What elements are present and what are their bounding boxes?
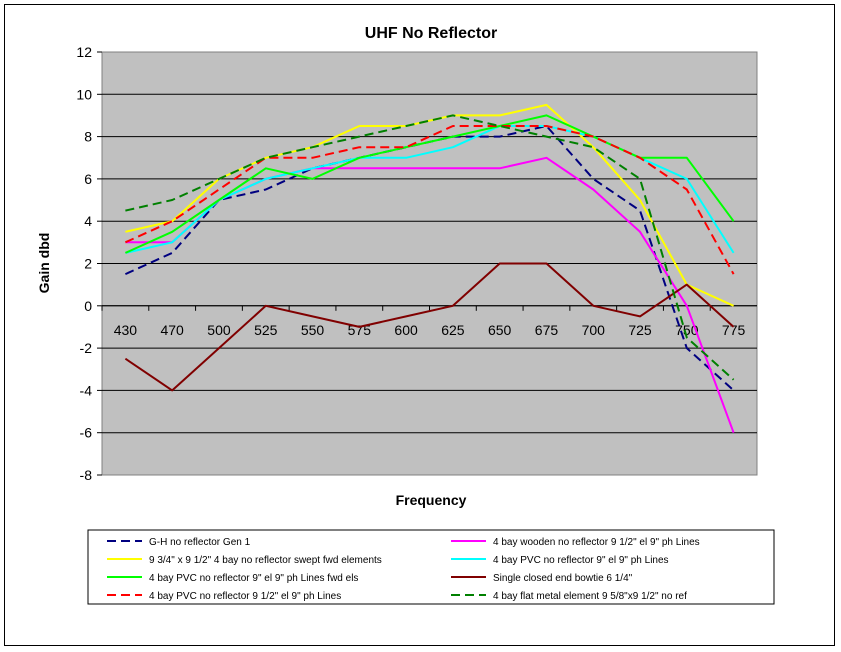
y-tick-label: 8 [84, 129, 92, 145]
x-tick-label: 725 [628, 322, 652, 338]
x-tick-label: 600 [394, 322, 418, 338]
x-tick-label: 650 [488, 322, 512, 338]
y-tick-label: -4 [80, 382, 93, 398]
y-tick-label: 4 [84, 213, 92, 229]
x-tick-label: 470 [160, 322, 184, 338]
x-tick-label: 500 [207, 322, 231, 338]
y-axis-label: Gain dbd [36, 233, 52, 294]
y-tick-label: -2 [80, 340, 93, 356]
legend-label-4: 4 bay PVC no reflector 9" el 9" ph Lines [493, 555, 669, 566]
series-line-7 [124, 125, 735, 275]
y-tick-label: 6 [84, 171, 92, 187]
y-tick-label: -8 [80, 467, 93, 483]
legend-label-3: 9 3/4" x 9 1/2" 4 bay no reflector swept… [149, 555, 382, 566]
x-tick-label: 625 [441, 322, 465, 338]
y-axis-ticks: -8 -6 -4 -2 0 2 4 6 8 10 12 [76, 44, 102, 483]
series-lines [124, 103, 735, 434]
x-tick-label: 675 [535, 322, 559, 338]
y-tick-label: 2 [84, 256, 92, 272]
x-tick-label: 700 [582, 322, 606, 338]
legend-label-6: Single closed end bowtie 6 1/4" [493, 573, 633, 584]
legend-label-1: G-H no reflector Gen 1 [149, 537, 251, 548]
series-line-6 [124, 262, 735, 392]
x-tick-label: 550 [301, 322, 325, 338]
y-tick-label: 0 [84, 298, 92, 314]
legend-label-7: 4 bay PVC no reflector 9 1/2" el 9" ph L… [149, 591, 341, 602]
legend-label-2: 4 bay wooden no reflector 9 1/2" el 9" p… [493, 537, 700, 548]
y-tick-label: 10 [76, 86, 92, 102]
legend-label-8: 4 bay flat metal element 9 5/8"x9 1/2" n… [493, 591, 687, 602]
x-tick-label: 775 [722, 322, 746, 338]
y-tick-label: 12 [76, 44, 92, 60]
legend-label-5: 4 bay PVC no reflector 9" el 9" ph Lines… [149, 573, 358, 584]
x-tick-label: 430 [114, 322, 138, 338]
series-line-8 [125, 114, 735, 381]
x-tick-label: 525 [254, 322, 278, 338]
x-axis-label: Frequency [396, 492, 467, 508]
chart-title: UHF No Reflector [365, 25, 497, 42]
legend-box [87, 529, 775, 605]
series-line-5 [124, 114, 735, 254]
series-line-3 [125, 103, 735, 307]
legend: G-H no reflector Gen 1 4 bay wooden no re… [107, 537, 700, 602]
y-tick-label: -6 [80, 425, 93, 441]
